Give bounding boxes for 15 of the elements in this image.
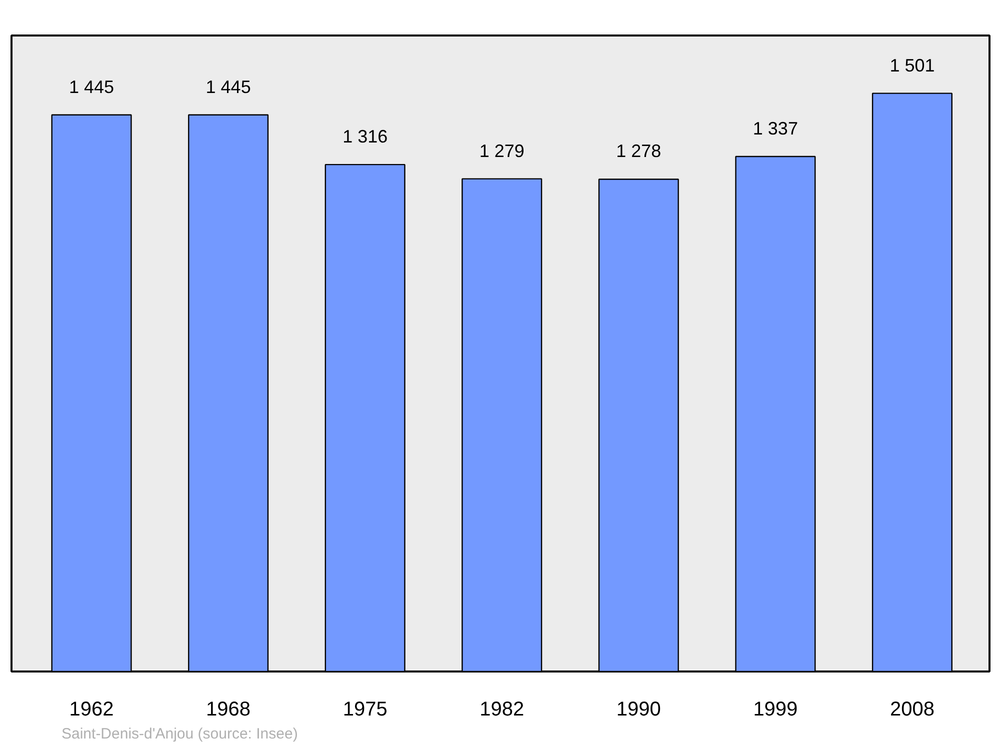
x-tick-label: 1990 — [616, 698, 661, 720]
x-tick-label: 2008 — [890, 698, 934, 720]
data-label: 1 445 — [206, 76, 251, 97]
x-tick-label: 1968 — [206, 698, 251, 720]
data-label: 1 501 — [890, 55, 935, 76]
text: Saint-Denis-d'Anjou (source: Insee) — [62, 726, 298, 742]
x-tick-label: 1962 — [69, 698, 114, 720]
x-tick-label: 1999 — [753, 698, 798, 720]
x-tick-label: 1982 — [480, 698, 524, 720]
data-label: 1 316 — [342, 126, 388, 147]
data-label: 1 279 — [479, 140, 524, 161]
data-label: 1 445 — [68, 76, 114, 97]
data-label: 1 278 — [616, 141, 662, 162]
data-label: 1 337 — [752, 118, 798, 138]
x-tick-label: 1975 — [342, 698, 388, 720]
